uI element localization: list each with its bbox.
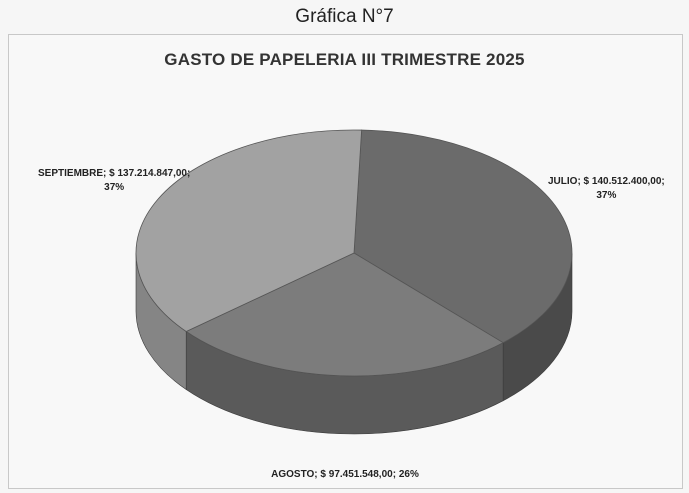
data-label-julio-line2: 37% — [596, 190, 617, 201]
data-label-septiembre: SEPTIEMBRE; $ 137.214.847,00; 37% — [38, 167, 190, 195]
pie-slice-julio — [353, 129, 573, 344]
figure-caption: Gráfica N°7 — [295, 6, 394, 27]
data-label-julio: JULIO; $ 140.512.400,00; 37% — [548, 175, 665, 203]
data-label-julio-line1: JULIO; $ 140.512.400,00; — [548, 176, 665, 187]
pie-slice-agosto — [185, 252, 504, 377]
data-label-septiembre-line1: SEPTIEMBRE; $ 137.214.847,00; — [38, 168, 191, 179]
pie-slice-septiembre — [135, 129, 363, 332]
data-label-agosto-line1: AGOSTO; $ 97.451.548,00; 26% — [271, 469, 419, 480]
pie-sides — [135, 253, 573, 435]
data-label-septiembre-line2: 37% — [104, 182, 125, 193]
chart-title: GASTO DE PAPELERIA III TRIMESTRE 2025 — [164, 50, 525, 69]
pie-tops — [135, 129, 573, 377]
data-label-agosto: AGOSTO; $ 97.451.548,00; 26% — [210, 468, 480, 482]
